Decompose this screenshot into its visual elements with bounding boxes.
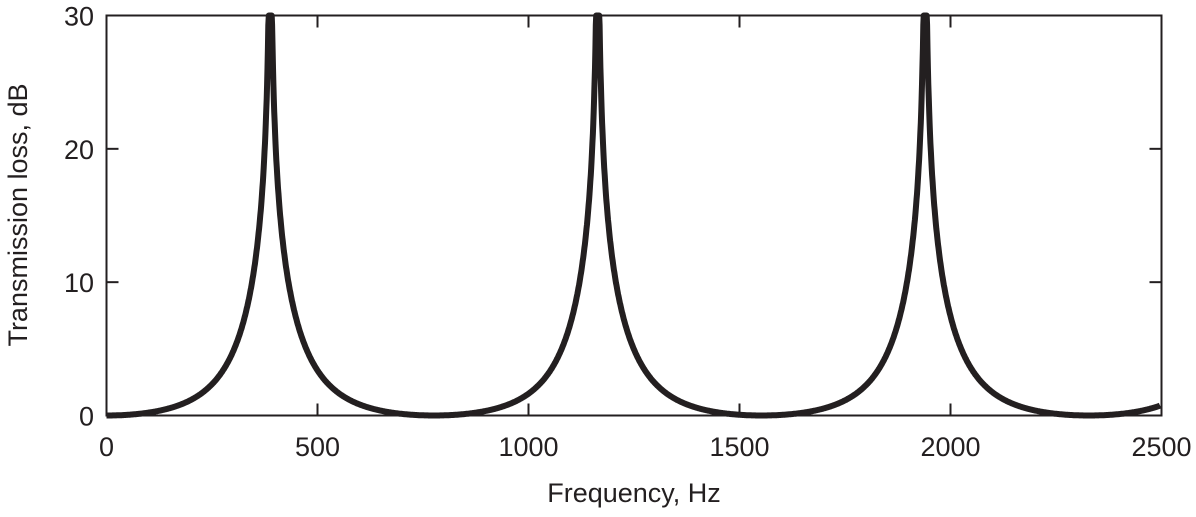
x-tick-label: 2000: [920, 432, 980, 462]
y-axis-title: Transmission loss, dB: [3, 83, 33, 346]
x-axis-ticks: 0 500 1000 1500 2000 2500: [99, 15, 1192, 462]
y-axis-ticks: 0 10 20 30: [64, 2, 1162, 432]
y-tick-label: 20: [64, 135, 94, 165]
transmission-loss-curve: [103, 12, 1163, 419]
x-tick-label: 1500: [709, 432, 769, 462]
y-tick-label: 0: [79, 402, 94, 432]
x-tick-label: 1000: [498, 432, 558, 462]
x-tick-label: 500: [295, 432, 340, 462]
y-tick-label: 10: [64, 268, 94, 298]
y-tick-label: 30: [64, 2, 94, 32]
x-tick-label: 2500: [1131, 432, 1191, 462]
x-tick-label: 0: [99, 432, 114, 462]
plot-frame: [105, 14, 1163, 417]
x-axis-title: Frequency, Hz: [547, 478, 721, 508]
series-line: [103, 12, 1163, 419]
